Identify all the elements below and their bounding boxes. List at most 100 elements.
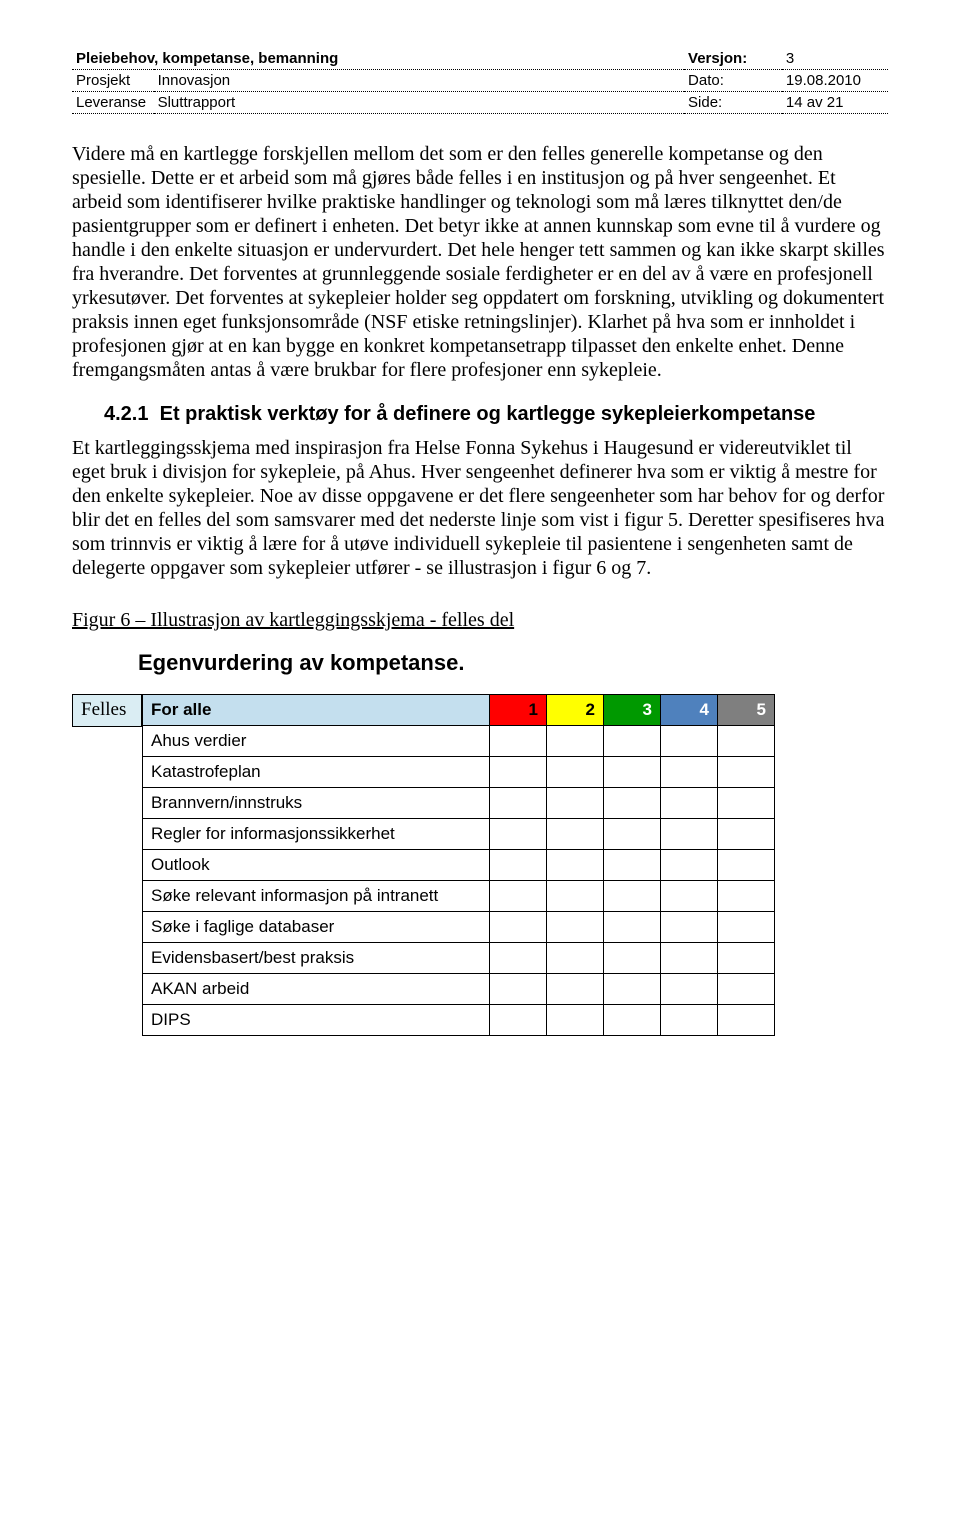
document-meta-table: Pleiebehov, kompetanse, bemanning Versjo… [72,48,888,114]
table-row: Evidensbasert/best praksis [143,943,775,974]
meta-row2-right-label: Dato: [684,70,782,92]
competence-table: For alle 1 2 3 4 5 Ahus verdierKatastrof… [142,694,775,1036]
row-cell [718,757,775,788]
row-cell [661,974,718,1005]
row-label: Outlook [143,850,490,881]
row-cell [604,912,661,943]
row-cell [718,1005,775,1036]
row-cell [490,1005,547,1036]
row-cell [661,1005,718,1036]
header-for-alle: For alle [143,695,490,726]
header-col-1: 1 [490,695,547,726]
table-row: Outlook [143,850,775,881]
table-row: Brannvern/innstruks [143,788,775,819]
section-heading: 4.2.1 Et praktisk verktøy for å definere… [104,402,888,426]
row-cell [547,974,604,1005]
meta-row2-left-value: Innovasjon [154,70,684,92]
row-cell [547,1005,604,1036]
meta-row3-left-label: Leveranse [72,92,154,114]
row-cell [547,881,604,912]
row-cell [547,819,604,850]
competence-tbody: Ahus verdierKatastrofeplanBrannvern/inns… [143,726,775,1036]
row-cell [490,757,547,788]
row-cell [490,788,547,819]
table-row: Søke relevant informasjon på intranett [143,881,775,912]
row-cell [547,757,604,788]
row-cell [490,819,547,850]
row-cell [604,850,661,881]
row-cell [718,788,775,819]
table-row: Ahus verdier [143,726,775,757]
competence-header-row: For alle 1 2 3 4 5 [143,695,775,726]
row-cell [490,726,547,757]
row-cell [718,943,775,974]
row-label: Brannvern/innstruks [143,788,490,819]
meta-row2-left-label: Prosjekt [72,70,154,92]
header-col-5: 5 [718,695,775,726]
row-cell [604,788,661,819]
row-cell [547,726,604,757]
row-label: Søke i faglige databaser [143,912,490,943]
row-cell [661,850,718,881]
row-label: DIPS [143,1005,490,1036]
row-cell [547,788,604,819]
row-cell [490,881,547,912]
body-text: Videre må en kartlegge forskjellen mello… [72,142,888,1036]
meta-row2-right-value: 19.08.2010 [782,70,888,92]
row-label: AKAN arbeid [143,974,490,1005]
row-cell [718,819,775,850]
row-cell [490,974,547,1005]
meta-row3-right-label: Side: [684,92,782,114]
section-number: 4.2.1 [104,403,148,425]
row-cell [604,819,661,850]
meta-version-label: Versjon: [684,48,782,70]
meta-row3-left-value: Sluttrapport [154,92,684,114]
table-row: DIPS [143,1005,775,1036]
header-col-3: 3 [604,695,661,726]
row-cell [661,757,718,788]
meta-row3-right-value: 14 av 21 [782,92,888,114]
row-cell [661,881,718,912]
row-cell [661,819,718,850]
row-cell [604,757,661,788]
row-cell [661,726,718,757]
row-cell [490,850,547,881]
row-cell [718,912,775,943]
row-cell [718,881,775,912]
table-row: Katastrofeplan [143,757,775,788]
row-label: Regler for informasjonssikkerhet [143,819,490,850]
row-label: Evidensbasert/best praksis [143,943,490,974]
row-cell [604,726,661,757]
row-label: Katastrofeplan [143,757,490,788]
table-row: Regler for informasjonssikkerhet [143,819,775,850]
row-cell [718,850,775,881]
row-cell [490,943,547,974]
section-title: Et praktisk verktøy for å definere og ka… [160,403,816,425]
egenvurdering-heading: Egenvurdering av kompetanse. [138,650,888,676]
table-row: Søke i faglige databaser [143,912,775,943]
row-cell [604,1005,661,1036]
row-cell [604,881,661,912]
row-label: Søke relevant informasjon på intranett [143,881,490,912]
felles-label: Felles [72,694,142,727]
row-cell [547,912,604,943]
row-cell [490,912,547,943]
row-cell [661,943,718,974]
competence-table-wrapper: Felles For alle 1 2 3 4 5 Ahus verdierKa… [72,694,888,1036]
row-cell [661,788,718,819]
row-cell [661,912,718,943]
row-label: Ahus verdier [143,726,490,757]
paragraph-1: Videre må en kartlegge forskjellen mello… [72,142,888,382]
row-cell [604,943,661,974]
row-cell [547,850,604,881]
header-col-4: 4 [661,695,718,726]
row-cell [604,974,661,1005]
paragraph-2: Et kartleggingsskjema med inspirasjon fr… [72,436,888,580]
header-col-2: 2 [547,695,604,726]
row-cell [718,974,775,1005]
meta-title: Pleiebehov, kompetanse, bemanning [72,48,684,70]
meta-version-value: 3 [782,48,888,70]
table-row: AKAN arbeid [143,974,775,1005]
figure-caption: Figur 6 – Illustrasjon av kartleggingssk… [72,608,888,632]
row-cell [718,726,775,757]
